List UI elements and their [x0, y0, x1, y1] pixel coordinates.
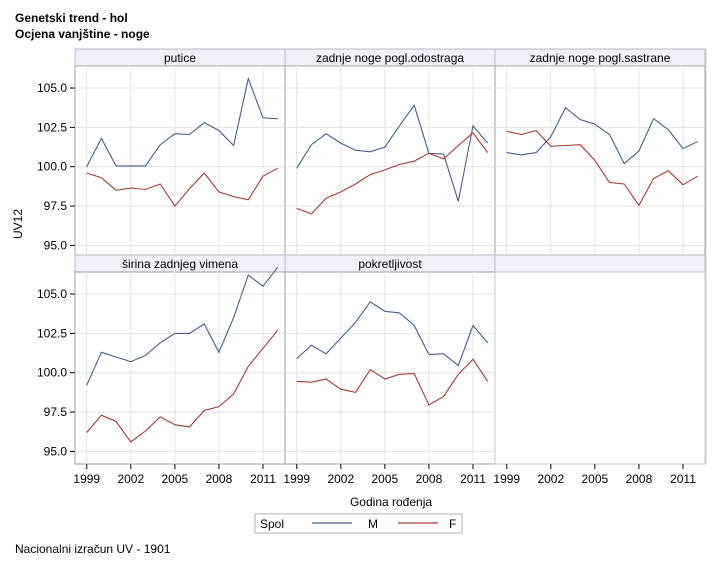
plot-area [284, 271, 496, 465]
y-tick-label: 97.5 [44, 199, 68, 213]
legend-box [254, 513, 463, 534]
y-tick-label: 100.0 [37, 160, 67, 174]
panel-title: zadnje noge pogl.sastrane [530, 51, 671, 65]
plot-area [494, 65, 706, 259]
chart-subtitle: Ocjena vanjštine - noge [15, 27, 150, 41]
y-tick-label: 105.0 [37, 287, 67, 301]
series-line-f [296, 358, 489, 406]
series-line-m [86, 266, 279, 386]
panel-header [494, 254, 706, 273]
panel-5: pokretljivost 1999 2002 2005 2008 2011 [283, 254, 496, 486]
y-tick-label: 102.5 [37, 326, 67, 340]
series-line-f [506, 129, 698, 207]
y-tick-label: 95.0 [44, 444, 68, 458]
panel-title: putice [164, 51, 196, 65]
panel-2: zadnje noge pogl.odostraga [284, 48, 496, 259]
series-line-f [296, 132, 489, 215]
plot-area [494, 271, 706, 465]
x-tick-label: 2011 [250, 472, 276, 486]
legend-label-m: M [368, 517, 378, 531]
legend-label-f: F [449, 517, 456, 531]
x-axis-label: Godina rođenja [350, 495, 432, 509]
empty-panel: 1999 2002 2005 2008 2011 [493, 254, 706, 486]
x-tick-label: 2005 [582, 472, 609, 486]
x-tick-label: 1999 [493, 472, 520, 486]
panel-title: širina zadnjeg vimena [122, 257, 238, 271]
x-tick-label: 2002 [117, 472, 144, 486]
panel-4: širina zadnjeg vimena 95.0 97.5 100.0 102.5 1… [37, 254, 286, 486]
y-tick-label: 97.5 [44, 405, 68, 419]
x-tick-label: 2008 [626, 472, 653, 486]
x-tick-label: 2005 [162, 472, 189, 486]
chart-title: Genetski trend - hol [15, 11, 128, 25]
series-line-f [86, 167, 278, 208]
footnote: Nacionalni izračun UV - 1901 [15, 542, 171, 556]
x-tick-label: 2011 [670, 472, 696, 486]
legend-title: Spol [260, 517, 284, 531]
series-line-f [86, 329, 279, 443]
series-line-m [296, 104, 489, 202]
x-tick-label: 2002 [537, 472, 564, 486]
y-tick-label: 95.0 [44, 238, 68, 252]
series-line-m [296, 301, 489, 367]
y-tick-label: 102.5 [37, 120, 67, 134]
legend: Spol M F [254, 513, 463, 534]
x-tick-label: 2008 [416, 472, 443, 486]
x-tick-label: 1999 [73, 472, 100, 486]
plot-area [284, 65, 496, 259]
series-line-m [86, 76, 278, 167]
x-tick-label: 2008 [206, 472, 233, 486]
y-tick-label: 105.0 [37, 81, 67, 95]
panel-title: zadnje noge pogl.odostraga [316, 51, 464, 65]
x-tick-label: 1999 [283, 472, 310, 486]
plot-area [74, 65, 286, 259]
panel-1: putice 95.0 97.5 100.0 102.5 105.0 [37, 48, 286, 259]
panel-title: pokretljivost [358, 257, 422, 271]
plot-area [74, 271, 286, 465]
x-tick-label: 2011 [460, 472, 486, 486]
panel-3: zadnje noge pogl.sastrane [494, 48, 706, 259]
y-tick-label: 100.0 [37, 366, 67, 380]
x-tick-label: 2002 [327, 472, 354, 486]
x-tick-label: 2005 [372, 472, 399, 486]
series-line-m [506, 106, 698, 165]
y-axis-label: UV12 [11, 209, 25, 239]
